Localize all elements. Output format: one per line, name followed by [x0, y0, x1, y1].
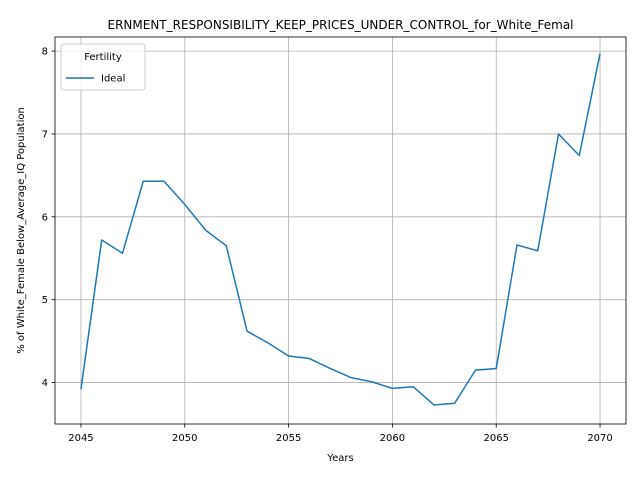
y-axis-label: % of White_Female Below_Average_IQ Popul… — [16, 107, 27, 354]
x-axis-ticks: 2045 2050 2055 2060 2065 2070 — [68, 424, 613, 444]
x-axis-label: Years — [326, 453, 353, 464]
x-tick-label: 2050 — [172, 433, 197, 444]
x-tick-label: 2055 — [276, 433, 301, 444]
y-tick-label: 5 — [42, 295, 48, 306]
x-tick-label: 2060 — [380, 433, 405, 444]
legend-title: Fertility — [84, 52, 122, 63]
grid-lines — [55, 37, 626, 424]
x-tick-label: 2070 — [587, 433, 612, 444]
plot-frame — [54, 36, 627, 425]
chart-title: ERNMENT_RESPONSIBILITY_KEEP_PRICES_UNDER… — [107, 18, 573, 32]
x-tick-label: 2065 — [484, 433, 509, 444]
legend-items: Ideal — [66, 74, 125, 85]
legend-entry-label: Ideal — [101, 74, 125, 85]
series-line — [80, 53, 601, 406]
y-tick-label: 8 — [42, 47, 48, 58]
y-tick-label: 4 — [42, 378, 48, 389]
series-layer — [80, 53, 601, 406]
y-tick-label: 6 — [42, 212, 48, 223]
legend: Fertility Ideal — [60, 43, 146, 91]
y-tick-label: 7 — [42, 129, 48, 140]
x-tick-label: 2045 — [68, 433, 93, 444]
y-axis-ticks: 4 5 6 7 8 — [42, 47, 55, 389]
